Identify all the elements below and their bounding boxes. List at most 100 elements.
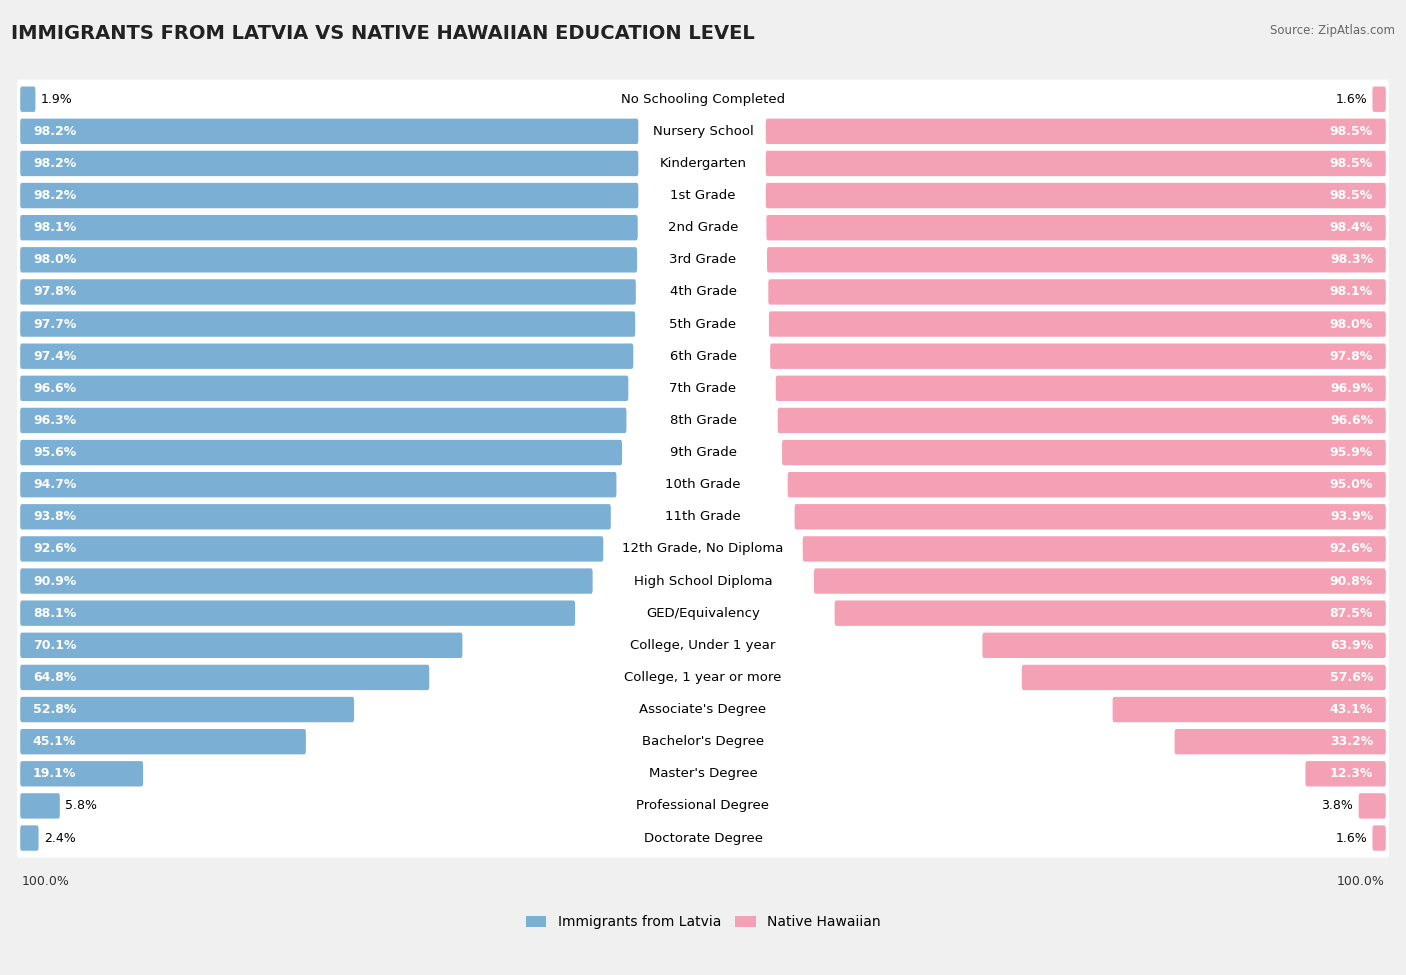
- FancyBboxPatch shape: [1372, 826, 1386, 851]
- Text: 98.5%: 98.5%: [1330, 157, 1374, 170]
- Text: 2nd Grade: 2nd Grade: [668, 221, 738, 234]
- Text: 12th Grade, No Diploma: 12th Grade, No Diploma: [623, 542, 783, 556]
- Text: 98.0%: 98.0%: [1330, 318, 1374, 331]
- FancyBboxPatch shape: [17, 272, 1389, 312]
- FancyBboxPatch shape: [768, 247, 1386, 272]
- Text: Source: ZipAtlas.com: Source: ZipAtlas.com: [1270, 24, 1395, 37]
- FancyBboxPatch shape: [835, 601, 1386, 626]
- Text: 95.0%: 95.0%: [1330, 478, 1374, 491]
- Text: Bachelor's Degree: Bachelor's Degree: [643, 735, 763, 748]
- Text: 2.4%: 2.4%: [44, 832, 76, 844]
- Text: 5.8%: 5.8%: [65, 800, 97, 812]
- Text: Master's Degree: Master's Degree: [648, 767, 758, 780]
- FancyBboxPatch shape: [768, 279, 1386, 304]
- FancyBboxPatch shape: [20, 440, 621, 465]
- Text: 87.5%: 87.5%: [1330, 606, 1374, 620]
- Text: 98.5%: 98.5%: [1330, 125, 1374, 137]
- FancyBboxPatch shape: [778, 408, 1386, 433]
- Text: 98.1%: 98.1%: [32, 221, 76, 234]
- Text: College, 1 year or more: College, 1 year or more: [624, 671, 782, 683]
- Text: 90.9%: 90.9%: [32, 574, 76, 588]
- Text: 95.9%: 95.9%: [1330, 446, 1374, 459]
- Text: 5th Grade: 5th Grade: [669, 318, 737, 331]
- FancyBboxPatch shape: [20, 504, 610, 529]
- Text: 96.6%: 96.6%: [32, 382, 76, 395]
- FancyBboxPatch shape: [1305, 761, 1386, 787]
- Text: College, Under 1 year: College, Under 1 year: [630, 639, 776, 652]
- Text: 98.2%: 98.2%: [32, 125, 76, 137]
- FancyBboxPatch shape: [20, 215, 638, 241]
- FancyBboxPatch shape: [20, 247, 637, 272]
- FancyBboxPatch shape: [17, 176, 1389, 215]
- FancyBboxPatch shape: [17, 304, 1389, 343]
- Text: 97.8%: 97.8%: [1330, 350, 1374, 363]
- FancyBboxPatch shape: [776, 375, 1386, 401]
- Text: 92.6%: 92.6%: [32, 542, 76, 556]
- FancyBboxPatch shape: [769, 311, 1386, 336]
- Text: 9th Grade: 9th Grade: [669, 446, 737, 459]
- Text: 43.1%: 43.1%: [1330, 703, 1374, 716]
- FancyBboxPatch shape: [766, 183, 1386, 209]
- Text: 3.8%: 3.8%: [1322, 800, 1354, 812]
- Text: 45.1%: 45.1%: [32, 735, 76, 748]
- Text: IMMIGRANTS FROM LATVIA VS NATIVE HAWAIIAN EDUCATION LEVEL: IMMIGRANTS FROM LATVIA VS NATIVE HAWAIIA…: [11, 24, 755, 43]
- FancyBboxPatch shape: [17, 112, 1389, 151]
- FancyBboxPatch shape: [17, 336, 1389, 375]
- Text: 98.3%: 98.3%: [1330, 254, 1374, 266]
- FancyBboxPatch shape: [20, 601, 575, 626]
- FancyBboxPatch shape: [1174, 729, 1386, 755]
- FancyBboxPatch shape: [17, 144, 1389, 183]
- FancyBboxPatch shape: [782, 440, 1386, 465]
- FancyBboxPatch shape: [20, 279, 636, 304]
- Legend: Immigrants from Latvia, Native Hawaiian: Immigrants from Latvia, Native Hawaiian: [520, 910, 886, 935]
- FancyBboxPatch shape: [17, 690, 1389, 729]
- Text: 63.9%: 63.9%: [1330, 639, 1374, 652]
- FancyBboxPatch shape: [20, 633, 463, 658]
- FancyBboxPatch shape: [20, 794, 60, 819]
- Text: 1st Grade: 1st Grade: [671, 189, 735, 202]
- FancyBboxPatch shape: [17, 818, 1389, 858]
- FancyBboxPatch shape: [17, 755, 1389, 794]
- FancyBboxPatch shape: [17, 208, 1389, 248]
- Text: 57.6%: 57.6%: [1330, 671, 1374, 683]
- FancyBboxPatch shape: [17, 658, 1389, 697]
- Text: 94.7%: 94.7%: [32, 478, 76, 491]
- FancyBboxPatch shape: [17, 594, 1389, 633]
- Text: 88.1%: 88.1%: [32, 606, 76, 620]
- Text: Nursery School: Nursery School: [652, 125, 754, 137]
- Text: 93.9%: 93.9%: [1330, 510, 1374, 524]
- FancyBboxPatch shape: [20, 826, 38, 851]
- Text: 96.3%: 96.3%: [32, 414, 76, 427]
- Text: 33.2%: 33.2%: [1330, 735, 1374, 748]
- FancyBboxPatch shape: [770, 343, 1386, 369]
- FancyBboxPatch shape: [766, 119, 1386, 144]
- Text: 12.3%: 12.3%: [1330, 767, 1374, 780]
- Text: 8th Grade: 8th Grade: [669, 414, 737, 427]
- FancyBboxPatch shape: [803, 536, 1386, 562]
- Text: Professional Degree: Professional Degree: [637, 800, 769, 812]
- Text: 19.1%: 19.1%: [32, 767, 76, 780]
- FancyBboxPatch shape: [20, 697, 354, 722]
- Text: 3rd Grade: 3rd Grade: [669, 254, 737, 266]
- Text: 96.9%: 96.9%: [1330, 382, 1374, 395]
- FancyBboxPatch shape: [17, 529, 1389, 568]
- FancyBboxPatch shape: [17, 786, 1389, 826]
- FancyBboxPatch shape: [17, 369, 1389, 408]
- Text: 1.6%: 1.6%: [1336, 832, 1367, 844]
- Text: 98.0%: 98.0%: [32, 254, 76, 266]
- Text: 7th Grade: 7th Grade: [669, 382, 737, 395]
- FancyBboxPatch shape: [20, 151, 638, 176]
- Text: 98.1%: 98.1%: [1330, 286, 1374, 298]
- Text: No Schooling Completed: No Schooling Completed: [621, 93, 785, 105]
- FancyBboxPatch shape: [20, 729, 307, 755]
- Text: 100.0%: 100.0%: [22, 875, 70, 888]
- Text: 95.6%: 95.6%: [32, 446, 76, 459]
- FancyBboxPatch shape: [1022, 665, 1386, 690]
- FancyBboxPatch shape: [17, 626, 1389, 665]
- FancyBboxPatch shape: [20, 665, 429, 690]
- Text: 92.6%: 92.6%: [1330, 542, 1374, 556]
- Text: 97.8%: 97.8%: [32, 286, 76, 298]
- Text: 98.2%: 98.2%: [32, 189, 76, 202]
- FancyBboxPatch shape: [983, 633, 1386, 658]
- FancyBboxPatch shape: [766, 151, 1386, 176]
